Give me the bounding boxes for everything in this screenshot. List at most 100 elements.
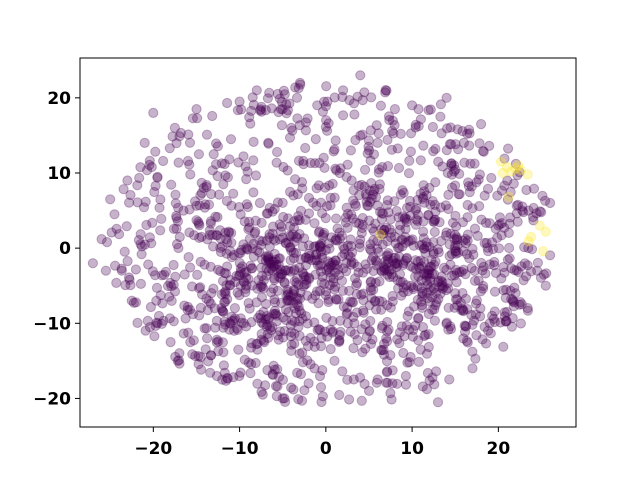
scatter-point [171, 138, 182, 149]
scatter-point [152, 318, 163, 329]
scatter-point [265, 325, 277, 336]
scatter-point [305, 359, 316, 370]
scatter-point [281, 290, 292, 301]
scatter-point [264, 232, 275, 243]
scatter-point [496, 273, 507, 284]
scatter-point [375, 100, 386, 111]
scatter-point [453, 189, 464, 200]
scatter-point [347, 213, 358, 224]
scatter-point [363, 385, 375, 396]
scatter-point [220, 289, 231, 300]
scatter-point [486, 172, 497, 184]
scatter-point [340, 212, 351, 223]
scatter-point [294, 330, 305, 341]
scatter-point [435, 275, 446, 286]
scatter-point [428, 246, 439, 257]
scatter-point [507, 294, 518, 306]
scatter-point [355, 70, 366, 81]
scatter-point [356, 395, 367, 406]
scatter-point [151, 295, 162, 306]
scatter-point [450, 180, 461, 191]
scatter-point [495, 317, 506, 328]
scatter-point [272, 285, 283, 296]
scatter-point [329, 267, 340, 278]
scatter-point [476, 214, 487, 225]
scatter-point [352, 261, 363, 272]
scatter-point [511, 265, 522, 276]
scatter-point [345, 296, 356, 307]
scatter-point [195, 352, 206, 363]
scatter-point [348, 343, 359, 354]
scatter-point [416, 261, 427, 272]
scatter-point [527, 211, 539, 223]
scatter-point [248, 238, 259, 249]
scatter-point [360, 319, 371, 330]
scatter-point [468, 315, 480, 326]
scatter-point [453, 247, 464, 258]
scatter-point [303, 192, 315, 204]
scatter-point [264, 258, 275, 269]
scatter-point [522, 305, 534, 316]
scatter-point [283, 237, 294, 248]
scatter-point [166, 281, 177, 292]
scatter-point [318, 152, 329, 163]
scatter-point [345, 145, 356, 156]
scatter-point [248, 155, 259, 166]
scatter-point [242, 243, 253, 254]
scatter-point [382, 366, 393, 377]
scatter-point [207, 165, 218, 176]
scatter-point [328, 146, 339, 157]
scatter-point [269, 364, 280, 375]
scatter-point [285, 231, 296, 242]
scatter-point [208, 283, 219, 294]
scatter-point [348, 195, 359, 206]
scatter-point-highlight [503, 191, 514, 203]
scatter-point [235, 263, 246, 274]
scatter-point [341, 257, 352, 268]
scatter-point [262, 314, 273, 325]
scatter-point [220, 227, 231, 238]
scatter-point [220, 286, 231, 297]
scatter-point [299, 233, 310, 244]
scatter-point [198, 182, 209, 194]
scatter-point [282, 294, 293, 306]
scatter-point [483, 246, 494, 257]
scatter-point [309, 218, 320, 229]
scatter-point [330, 135, 341, 146]
scatter-point [328, 273, 339, 284]
scatter-point [499, 222, 510, 233]
scatter-point [390, 238, 401, 249]
scatter-point [248, 187, 259, 198]
scatter-point [314, 371, 326, 382]
scatter-point [118, 184, 129, 195]
scatter-point [252, 245, 263, 256]
scatter-point [303, 248, 315, 259]
scatter-point [342, 308, 353, 319]
scatter-point [469, 265, 480, 277]
scatter-point [133, 235, 144, 246]
scatter-point [425, 261, 436, 272]
scatter-point [183, 129, 194, 140]
scatter-point [285, 291, 296, 302]
scatter-point [375, 206, 386, 217]
scatter-point [464, 128, 475, 139]
scatter-point [357, 222, 368, 234]
scatter-point [314, 285, 326, 297]
scatter-point [234, 96, 245, 107]
scatter-point [340, 217, 351, 228]
scatter-point [269, 274, 280, 286]
scatter-point [288, 265, 300, 276]
scatter-point [413, 313, 424, 324]
scatter-point [334, 335, 345, 346]
scatter-point [365, 315, 376, 327]
scatter-point [446, 158, 457, 169]
scatter-point [504, 242, 515, 254]
scatter-point [288, 284, 299, 295]
scatter-point [182, 304, 193, 316]
scatter-point [508, 297, 520, 308]
scatter-point [364, 326, 375, 337]
scatter-point [450, 248, 462, 259]
scatter-point [404, 195, 416, 207]
scatter-point [268, 308, 279, 319]
scatter-point [499, 267, 510, 278]
